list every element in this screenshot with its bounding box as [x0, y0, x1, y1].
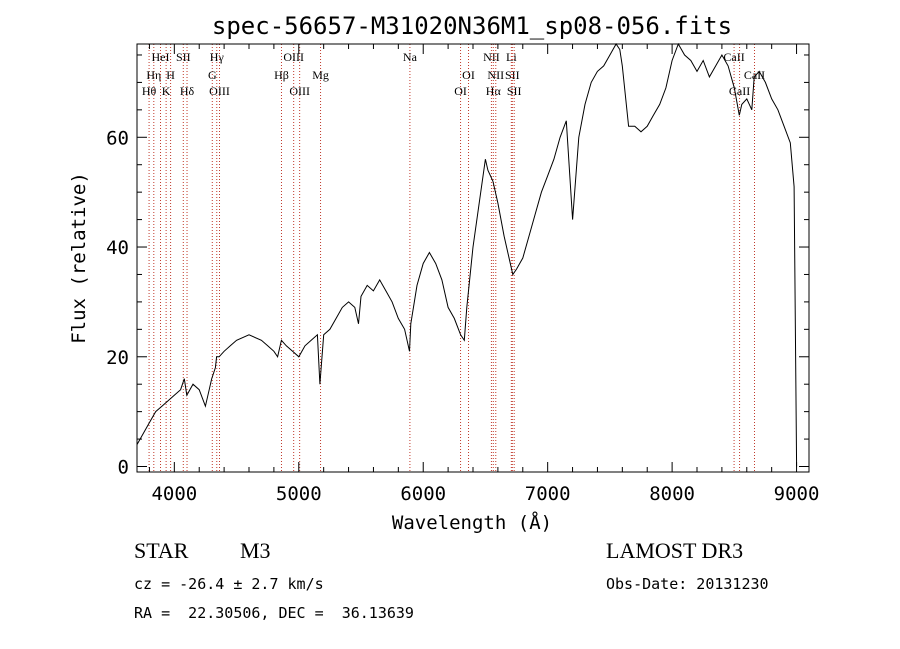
observation-date: Obs-Date: 20131230	[606, 575, 769, 593]
line-marker-label: SII	[507, 84, 522, 98]
y-tick-label: 20	[106, 347, 129, 369]
x-tick-label: 5000	[276, 483, 322, 505]
line-marker-label: Li	[506, 50, 517, 64]
line-marker-label: OIII	[209, 84, 230, 98]
plot-frame	[136, 43, 810, 473]
x-tick-label: 9000	[774, 483, 820, 505]
line-marker-label: H	[166, 68, 175, 82]
line-marker-label: Na	[403, 50, 418, 64]
line-marker-label: OIII	[283, 50, 304, 64]
line-marker-label: NII	[487, 68, 504, 82]
y-tick-label: 60	[106, 127, 129, 149]
y-tick-label: 0	[118, 457, 129, 479]
x-axis-ticks: 4000 5000 6000 7000 8000 9000	[148, 44, 820, 505]
x-tick-label: 7000	[525, 483, 571, 505]
line-marker-label: Hγ	[210, 50, 225, 64]
line-marker-label: Hη	[146, 68, 161, 82]
line-marker-label: SII	[176, 50, 191, 64]
x-tick-label: 4000	[151, 483, 197, 505]
redshift-velocity: cz = -26.4 ± 2.7 km/s	[134, 575, 324, 593]
line-marker-label: Mg	[312, 68, 329, 82]
spectrum-line	[136, 42, 798, 467]
line-marker-label: OI	[454, 84, 467, 98]
line-marker-label: Hθ	[142, 84, 157, 98]
x-tick-label: 8000	[649, 483, 695, 505]
line-marker-label: OIII	[289, 84, 310, 98]
line-marker-label: Hα	[486, 84, 502, 98]
line-marker-label: CaII	[723, 50, 744, 64]
coordinates: RA = 22.30506, DEC = 36.13639	[134, 604, 414, 622]
line-marker-label: OI	[462, 68, 475, 82]
line-marker-label: K	[162, 84, 171, 98]
y-axis-ticks: 0 20 40 60	[106, 54, 809, 479]
line-marker-label: Hβ	[274, 68, 289, 82]
y-tick-label: 40	[106, 237, 129, 259]
x-axis-label: Wavelength (Å)	[392, 511, 552, 534]
y-axis-label: Flux (relative)	[68, 172, 90, 344]
line-markers: HθHηHeIKHSIIHδGHγOIIIHβOIIIOIIIMgNaOIOIN…	[142, 44, 765, 472]
line-marker-label: NII	[483, 50, 500, 64]
object-subclass: M3	[240, 538, 271, 563]
line-marker-label: HeI	[152, 50, 170, 64]
chart-title: spec-56657-M31020N36M1_sp08-056.fits	[212, 12, 732, 40]
x-tick-label: 6000	[400, 483, 446, 505]
survey-name: LAMOST DR3	[606, 538, 744, 563]
object-class: STAR	[134, 538, 189, 563]
line-marker-label: SII	[505, 68, 520, 82]
line-marker-label: G	[208, 68, 217, 82]
line-marker-label: CaII	[744, 68, 765, 82]
line-marker-label: CaII	[729, 84, 750, 98]
line-marker-label: Hδ	[180, 84, 195, 98]
